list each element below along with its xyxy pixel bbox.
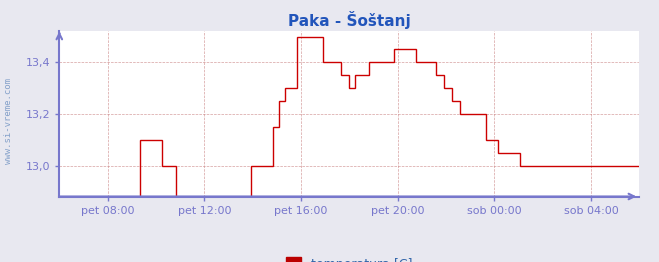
Text: www.si-vreme.com: www.si-vreme.com	[4, 78, 13, 163]
Legend: temperatura [C]: temperatura [C]	[281, 253, 418, 262]
Title: Paka - Šoštanj: Paka - Šoštanj	[288, 11, 411, 29]
